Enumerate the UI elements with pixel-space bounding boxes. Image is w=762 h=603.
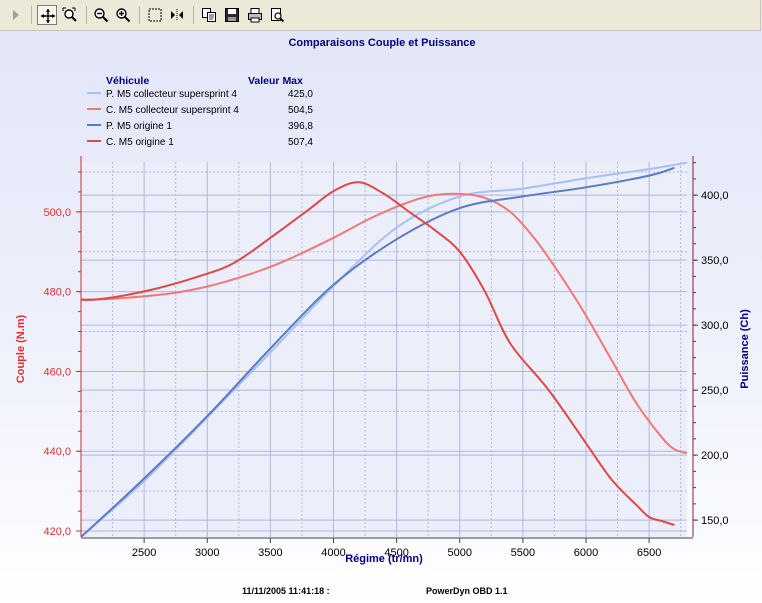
left-axis-tick-label: 500,0 [43,207,71,219]
chart-title: Comparaisons Couple et Puissance [288,37,475,49]
legend-header-max: Valeur Max [248,75,303,87]
left-axis-tick-label: 420,0 [43,526,71,538]
right-axis-tick-label: 300,0 [701,320,729,332]
left-axis-tick-label: 480,0 [43,287,71,299]
x-axis-tick-label: 4000 [321,547,345,559]
legend-series-max: 396,8 [288,121,313,132]
copy-button[interactable] [199,5,219,25]
x-axis-tick-label: 6000 [574,547,598,559]
select-box-icon [148,8,162,22]
legend-series-max: 425,0 [288,89,313,100]
x-axis-tick-label: 5500 [511,547,535,559]
toolbar-separator [31,6,32,24]
series-line-p-m5-collecteur-supersprint-4 [81,162,687,537]
legend-series-name: C. M5 origine 1 [106,137,174,148]
print-button[interactable] [245,5,265,25]
play-arrow-icon [13,10,19,20]
save-icon [225,8,239,22]
series-line-c-m5-origine-1 [81,181,675,526]
legend-series-max: 507,4 [288,137,313,148]
play-button[interactable] [6,5,26,25]
right-axis-tick-label: 250,0 [701,385,729,397]
left-axis-tick-label: 440,0 [43,446,71,458]
legend-series-name: P. M5 collecteur supersprint 4 [106,89,237,100]
zoom-fit-button[interactable] [60,5,80,25]
save-button[interactable] [222,5,242,25]
x-axis-tick-label: 6500 [637,547,661,559]
zoom-fit-icon [62,7,77,22]
mirror-icon [171,9,183,21]
right-axis-tick-label: 150,0 [701,515,729,527]
mirror-button[interactable] [167,5,187,25]
x-axis-label: Régime (tr/mn) [345,553,423,565]
zoom-out-icon [94,8,109,23]
legend: Véhicule Valeur Max P. M5 collecteur sup… [87,75,313,148]
footer-datetime: 11/11/2005 11:41:18 : [242,586,330,596]
legend-series-max: 504,5 [288,105,313,116]
pan-button[interactable] [37,5,57,25]
left-axis-label: Couple (N.m) [15,314,27,383]
x-axis-tick-label: 3500 [258,547,282,559]
toolbar-separator [86,6,87,24]
right-axis-tick-label: 400,0 [701,190,729,202]
print-preview-icon [271,8,285,23]
copy-icon [202,8,216,22]
zoom-in-button[interactable] [113,5,133,25]
zoom-out-button[interactable] [91,5,111,25]
chart: Comparaisons Couple et Puissance Véhicul… [15,37,751,596]
right-axis-tick-label: 200,0 [701,450,729,462]
toolbar [0,0,761,31]
x-axis-tick-label: 2500 [132,547,156,559]
right-axis-tick-label: 350,0 [701,255,729,267]
select-box-button[interactable] [145,5,165,25]
zoom-in-icon [116,8,131,23]
footer-app-name: PowerDyn OBD 1.1 [426,586,508,596]
right-axis-label: Puissance (Ch) [739,309,751,389]
x-axis-tick-label: 5000 [448,547,472,559]
plot-area: 420,0 440,0 460,0 480,0 500,0 150,0 200,0 250,0… [43,156,729,559]
print-preview-button[interactable] [267,5,287,25]
x-axis-tick-label: 3000 [195,547,219,559]
x-axis-tick-label: 4500 [384,547,408,559]
legend-series-name: C. M5 collecteur supersprint 4 [106,105,239,116]
legend-header-vehicle: Véhicule [106,75,149,87]
pan-icon [41,9,55,23]
left-axis-tick-label: 460,0 [43,366,71,378]
legend-series-name: P. M5 origine 1 [106,121,172,132]
toolbar-separator [193,6,194,24]
series-line-c-m5-collecteur-supersprint-4 [81,192,687,455]
series-line-p-m5-origine-1 [81,166,675,537]
print-icon [248,8,262,23]
toolbar-separator [139,6,140,24]
